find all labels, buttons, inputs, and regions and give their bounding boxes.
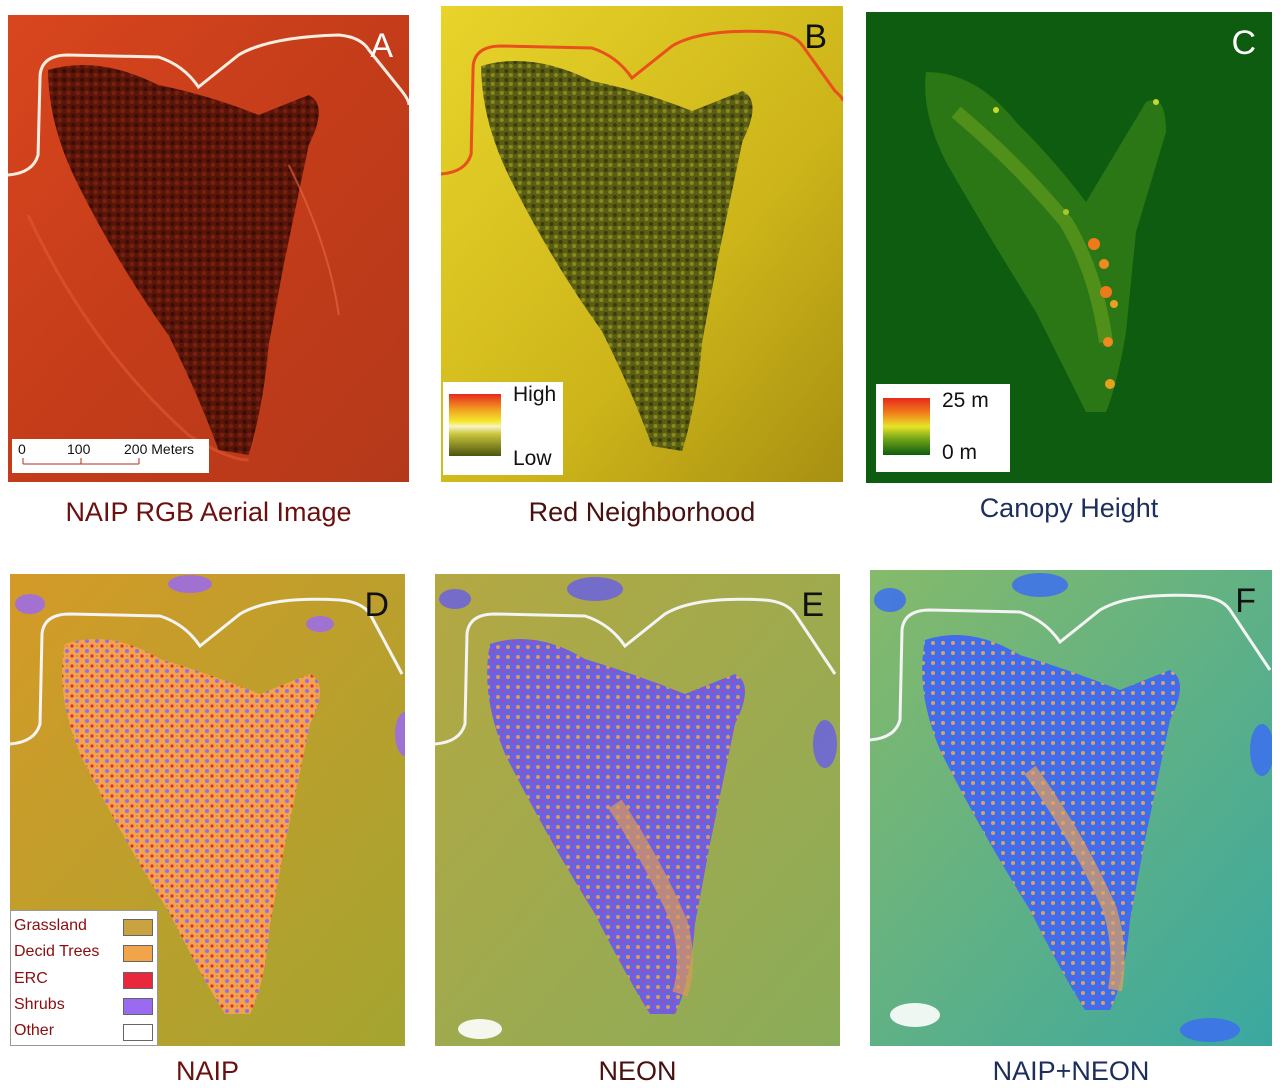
panel-caption: Canopy Height: [979, 493, 1159, 523]
panel-caption: NEON: [598, 1056, 677, 1086]
neon-classification-panel: E: [435, 574, 840, 1046]
legend-item-shrubs: Shrubs: [14, 995, 153, 1017]
legend-swatch: [123, 945, 153, 962]
panel-letter: C: [1231, 24, 1256, 62]
naip-neon-classification-map: [870, 570, 1272, 1046]
tree-cover: [481, 61, 753, 451]
classified-vegetation: [62, 639, 321, 1014]
class-legend: Grassland Decid Trees ERC Shrubs Other: [10, 910, 158, 1046]
tree-cover: [48, 65, 319, 455]
legend-swatch: [123, 1024, 153, 1041]
road: [435, 597, 837, 746]
legend-item-grassland: Grassland: [14, 916, 153, 938]
legend-low-label: Low: [513, 447, 552, 470]
scale-tick-100: 100: [67, 441, 91, 457]
panel-letter: F: [1235, 582, 1256, 620]
panel-caption: NAIP: [175, 1056, 240, 1086]
naip-neon-classification-panel: F: [870, 570, 1272, 1046]
road: [870, 593, 1272, 742]
legend-item-other: Other: [14, 1021, 153, 1043]
red-neighborhood-panel: B High Low: [441, 6, 843, 482]
legend-item-erc: ERC: [14, 969, 153, 991]
naip-classification-panel: D Grassland Decid Trees ERC Shrubs Other: [10, 574, 405, 1046]
panel-letter: D: [364, 586, 389, 624]
panel-letter: E: [801, 586, 824, 624]
color-ramp: [883, 398, 930, 455]
neon-classification-map: [435, 574, 840, 1046]
legend-item-decid-trees: Decid Trees: [14, 942, 153, 964]
naip-rgb-map: [8, 15, 409, 482]
color-ramp: [449, 394, 501, 456]
scale-tick-0: 0: [18, 441, 26, 457]
scale-bar: 0 100 200 Meters: [12, 439, 209, 473]
scale-tick-200: 200 Meters: [124, 441, 195, 457]
road: [441, 29, 843, 176]
canopy-height-panel: C 25 m 0 m: [866, 12, 1272, 483]
panel-caption: NAIP+NEON: [992, 1056, 1150, 1086]
legend-swatch: [123, 972, 153, 989]
panel-letter: B: [804, 18, 827, 56]
legend-swatch: [123, 998, 153, 1015]
legend-high-label: High: [513, 383, 557, 406]
canopy-height-legend: 25 m 0 m: [876, 384, 1010, 472]
legend-min-label: 0 m: [942, 441, 978, 464]
road: [8, 33, 409, 177]
panel-caption: Red Neighborhood: [528, 497, 756, 527]
road: [10, 597, 404, 746]
legend-max-label: 25 m: [942, 389, 989, 412]
red-neighborhood-legend: High Low: [443, 382, 563, 475]
legend-swatch: [123, 919, 153, 936]
naip-rgb-panel: A 0 100 200 Meters: [8, 15, 409, 482]
panel-caption: NAIP RGB Aerial Image: [65, 497, 352, 527]
panel-letter: A: [370, 27, 393, 65]
